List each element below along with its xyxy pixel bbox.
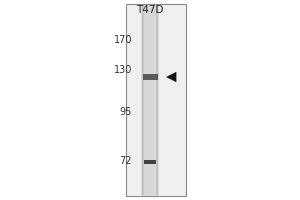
FancyBboxPatch shape [144,160,156,164]
Polygon shape [167,72,176,82]
Text: 95: 95 [120,107,132,117]
Text: T47D: T47D [136,5,164,15]
Text: 170: 170 [113,35,132,45]
Text: 130: 130 [114,65,132,75]
FancyBboxPatch shape [142,5,158,195]
FancyBboxPatch shape [144,5,156,195]
FancyBboxPatch shape [126,4,186,196]
FancyBboxPatch shape [142,74,158,80]
Text: 72: 72 [119,156,132,166]
